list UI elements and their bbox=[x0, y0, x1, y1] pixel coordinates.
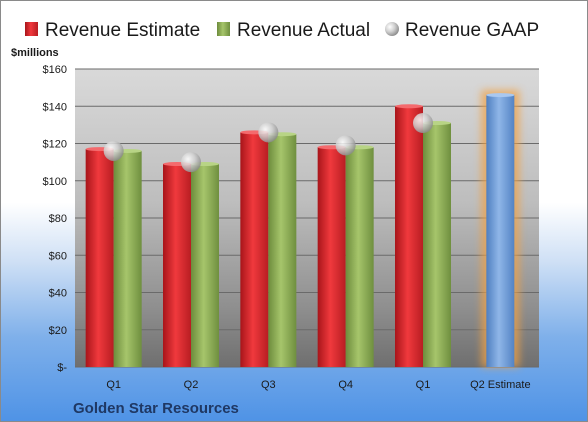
company-name: Golden Star Resources bbox=[73, 400, 239, 417]
bar-revenue-estimate bbox=[317, 147, 346, 367]
y-tick-label: $20 bbox=[49, 325, 67, 337]
y-axis-unit-label: $millions bbox=[11, 47, 59, 59]
legend-swatch-revenue-estimate bbox=[25, 22, 38, 36]
legend-label: Revenue Estimate bbox=[45, 20, 200, 41]
bar-revenue-actual bbox=[113, 150, 142, 367]
bar-revenue-forecast bbox=[486, 95, 515, 367]
x-tick-label: Q3 bbox=[261, 379, 276, 391]
bar-revenue-estimate bbox=[85, 149, 114, 367]
y-tick-label: $- bbox=[57, 362, 67, 374]
legend-label: Revenue GAAP bbox=[405, 20, 539, 41]
y-axis-ticks: $- $20 $40 $60 $80 $100 $120 $140 $160 bbox=[43, 64, 68, 374]
y-tick-label: $100 bbox=[43, 176, 67, 188]
y-tick-label: $40 bbox=[49, 288, 67, 300]
bar-revenue-estimate bbox=[163, 163, 191, 367]
marker-revenue-gaap bbox=[335, 135, 356, 156]
y-tick-label: $120 bbox=[43, 139, 67, 151]
x-axis-ticks: Q1 Q2 Q3 Q4 Q1 Q2 Estimate bbox=[106, 379, 530, 391]
marker-revenue-gaap bbox=[258, 122, 279, 143]
legend: Revenue Estimate Revenue Actual Revenue GA… bbox=[25, 20, 539, 41]
bar-top-revenue-estimate bbox=[395, 104, 423, 109]
x-tick-label: Q4 bbox=[338, 379, 353, 391]
marker-revenue-gaap bbox=[413, 113, 433, 134]
bars bbox=[85, 90, 520, 367]
marker-revenue-gaap bbox=[103, 140, 124, 161]
y-tick-label: $140 bbox=[43, 101, 67, 113]
x-tick-label: Q1 bbox=[416, 379, 431, 391]
gridlines bbox=[75, 68, 539, 368]
bar-top-revenue-forecast bbox=[486, 93, 515, 98]
bar-revenue-actual bbox=[423, 123, 451, 367]
bar-revenue-estimate bbox=[240, 132, 269, 367]
x-tick-label: Q1 bbox=[106, 379, 121, 391]
bar-revenue-actual bbox=[191, 163, 219, 367]
x-tick-label: Q2 bbox=[184, 379, 199, 391]
y-tick-label: $160 bbox=[43, 64, 67, 76]
legend-swatch-revenue-gaap bbox=[385, 22, 399, 36]
bar-revenue-actual bbox=[345, 147, 374, 367]
y-tick-label: $80 bbox=[49, 213, 67, 225]
x-tick-label: Q2 Estimate bbox=[470, 379, 531, 391]
legend-swatch-revenue-actual bbox=[217, 22, 230, 36]
bar-revenue-estimate bbox=[395, 106, 423, 367]
bar-revenue-actual bbox=[268, 134, 297, 367]
y-tick-label: $60 bbox=[49, 250, 67, 262]
legend-label: Revenue Actual bbox=[237, 20, 370, 41]
marker-revenue-gaap bbox=[181, 152, 201, 173]
